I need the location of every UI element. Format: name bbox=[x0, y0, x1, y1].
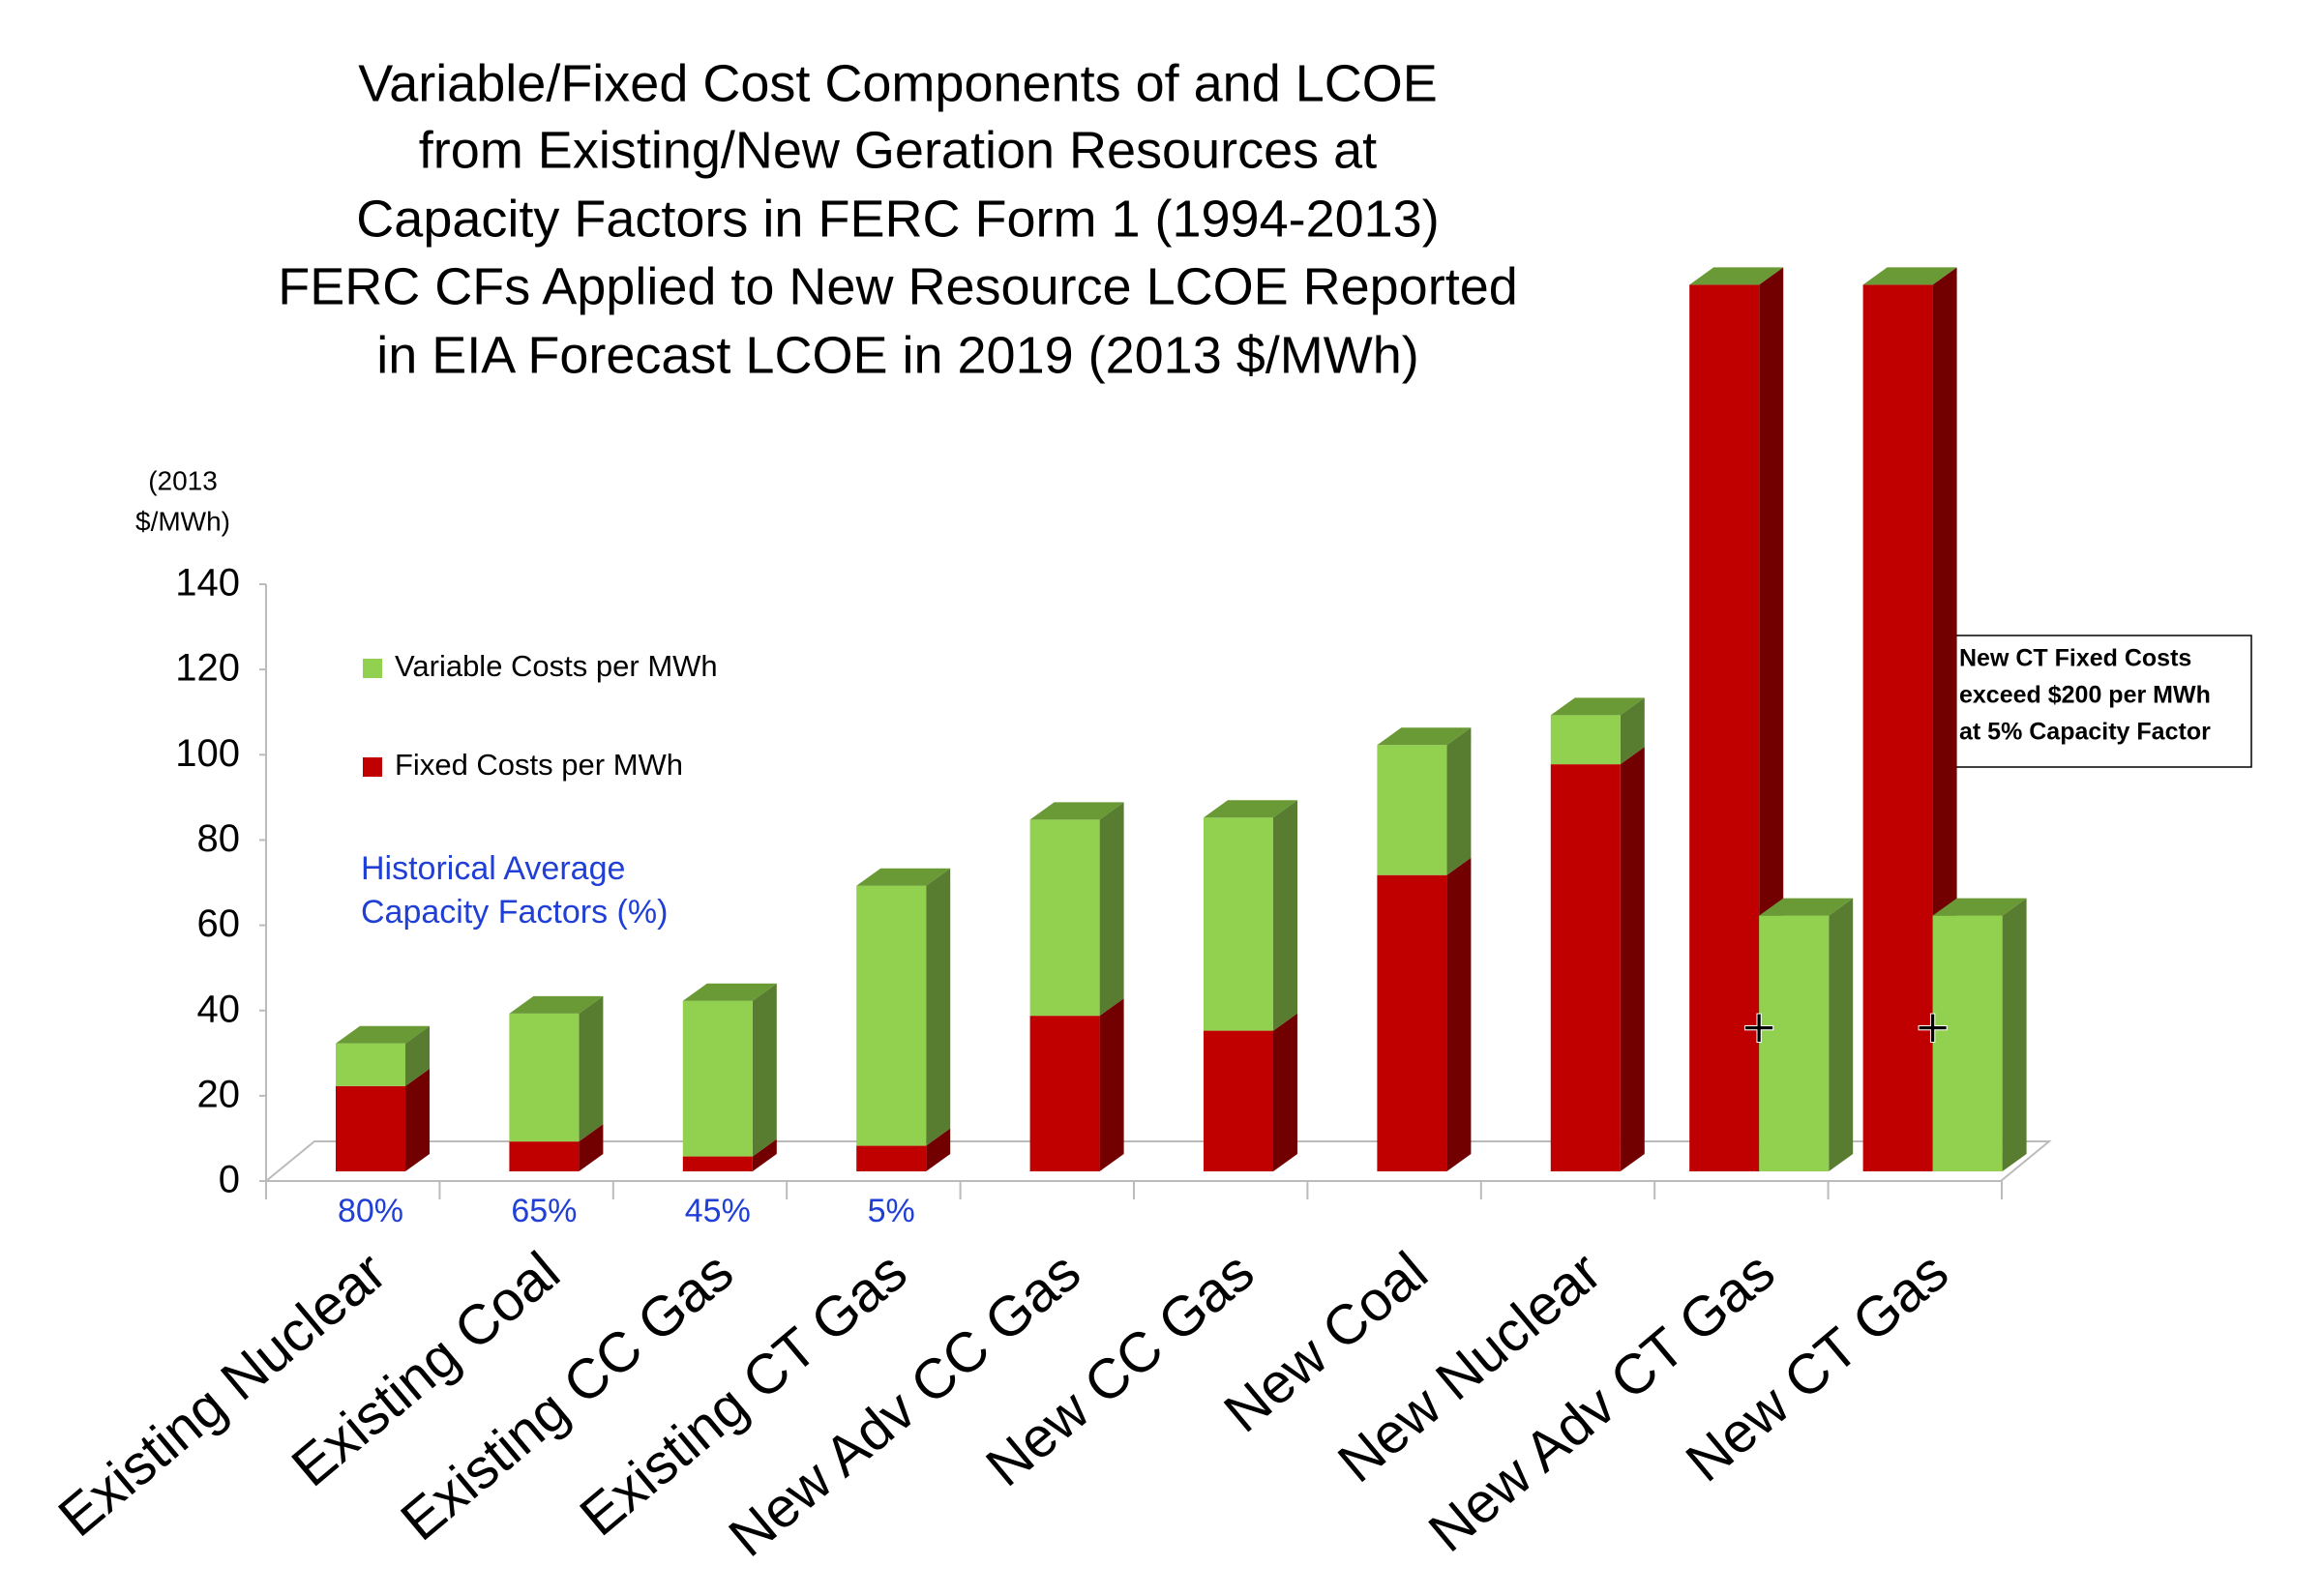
bar-side bbox=[405, 1068, 430, 1171]
bar-top bbox=[1689, 267, 1784, 285]
bar-side bbox=[1620, 697, 1645, 765]
bar-top bbox=[1932, 898, 2027, 916]
bar-side bbox=[1099, 802, 1124, 1017]
bar-side bbox=[1446, 857, 1472, 1171]
bar-side bbox=[2002, 898, 2027, 1171]
callout-line: at 5% Capacity Factor bbox=[1959, 719, 2211, 746]
bar-side bbox=[579, 995, 604, 1142]
bar bbox=[509, 1141, 580, 1171]
annotation: Capacity Factors (%) bbox=[361, 894, 668, 931]
bar-side bbox=[579, 1124, 604, 1171]
bar-top bbox=[1550, 697, 1645, 716]
bar bbox=[682, 1156, 753, 1171]
capacity-factor-label: 80% bbox=[338, 1193, 403, 1229]
y-axis-label: $/MWh) bbox=[135, 506, 230, 536]
bar bbox=[1204, 817, 1273, 1031]
bar-top bbox=[1377, 727, 1472, 746]
title-line: FERC CFs Applied to New Resource LCOE Re… bbox=[278, 257, 1518, 315]
capacity-factor-label: 45% bbox=[685, 1193, 751, 1229]
y-tick-label: 0 bbox=[219, 1159, 240, 1201]
legend-label: Fixed Costs per MWh bbox=[395, 748, 683, 782]
bar-side bbox=[926, 1128, 951, 1171]
y-tick-label: 20 bbox=[197, 1073, 241, 1115]
bar bbox=[1689, 284, 1760, 1171]
title-line: from Existing/New Geration Resources at bbox=[419, 121, 1377, 179]
bar-top bbox=[682, 983, 777, 1001]
bar-top bbox=[856, 868, 951, 886]
y-tick-label: 60 bbox=[197, 902, 241, 945]
bar bbox=[336, 1085, 405, 1171]
chart-title: Variable/Fixed Cost Components of and LC… bbox=[278, 54, 1518, 384]
capacity-factor-label: 65% bbox=[511, 1193, 577, 1229]
title-line: Variable/Fixed Cost Components of and LC… bbox=[358, 54, 1438, 112]
bar-top bbox=[1204, 800, 1297, 818]
callout: New CT Fixed Costs exceed $200 per MWh a… bbox=[1944, 635, 2252, 768]
callout-line: New CT Fixed Costs bbox=[1959, 645, 2191, 672]
bar bbox=[856, 885, 927, 1146]
bar-top bbox=[336, 1025, 430, 1044]
bar bbox=[1862, 284, 1933, 1171]
bar-side bbox=[1446, 727, 1472, 875]
callout-line: exceed $200 per MWh bbox=[1959, 682, 2211, 709]
bar bbox=[1204, 1030, 1273, 1171]
bar-top bbox=[509, 995, 604, 1014]
bar bbox=[1377, 874, 1447, 1171]
bar-side bbox=[752, 1138, 777, 1171]
capacity-factor-label: 5% bbox=[868, 1193, 915, 1229]
bar-side bbox=[405, 1025, 430, 1086]
bar bbox=[1029, 1016, 1100, 1171]
bar bbox=[1932, 915, 2003, 1171]
bar bbox=[1550, 715, 1621, 765]
y-tick-label: 120 bbox=[175, 647, 240, 690]
y-tick-label: 140 bbox=[175, 562, 240, 605]
bar bbox=[1759, 915, 1830, 1171]
annotation: Historical Average bbox=[361, 850, 625, 887]
bar bbox=[1550, 764, 1621, 1171]
bar bbox=[1377, 745, 1447, 875]
bar-side bbox=[1829, 898, 1854, 1171]
callout-box bbox=[1944, 635, 2252, 768]
legend-swatch bbox=[363, 757, 382, 777]
bar bbox=[856, 1145, 927, 1171]
title-line: Capacity Factors in FERC Form 1 (1994-20… bbox=[356, 190, 1439, 248]
legend-swatch bbox=[363, 659, 382, 678]
title-line: in EIA Forecast LCOE in 2019 (2013 $/MWh… bbox=[376, 326, 1419, 384]
marker: + bbox=[1742, 995, 1776, 1060]
legend-label: Variable Costs per MWh bbox=[395, 649, 718, 683]
bar bbox=[509, 1013, 580, 1142]
bar bbox=[336, 1043, 405, 1086]
bar-top bbox=[1862, 267, 1957, 285]
bar-side bbox=[1620, 747, 1645, 1171]
y-tick-label: 100 bbox=[175, 732, 240, 775]
bar-top bbox=[1029, 802, 1124, 820]
bar-side bbox=[752, 983, 777, 1157]
y-axis-label: (2013 bbox=[148, 465, 218, 495]
bar-top bbox=[1759, 898, 1854, 916]
y-tick-label: 40 bbox=[197, 988, 241, 1030]
bar bbox=[1029, 819, 1100, 1017]
marker: + bbox=[1916, 995, 1950, 1060]
bar bbox=[682, 1000, 753, 1157]
bar-side bbox=[1273, 800, 1297, 1031]
bar-side bbox=[1273, 1013, 1297, 1171]
bar-side bbox=[1099, 998, 1124, 1171]
y-tick-label: 80 bbox=[197, 817, 241, 860]
bar-side bbox=[926, 868, 951, 1146]
